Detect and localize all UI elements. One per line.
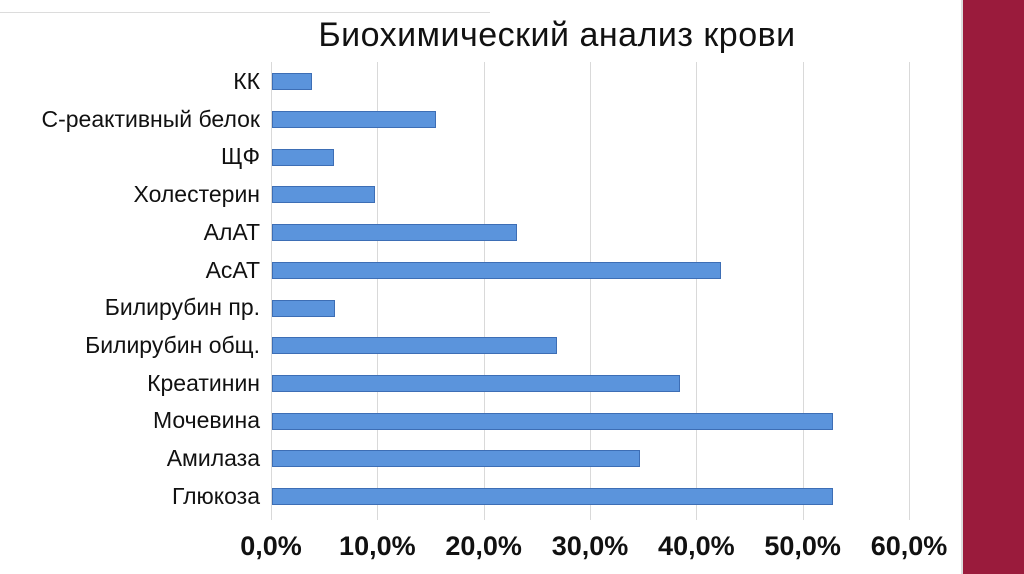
chart-title: Биохимический анализ крови <box>318 16 796 54</box>
category-label: АлАТ <box>203 218 260 245</box>
bar <box>272 148 334 166</box>
x-tick-label: 20,0% <box>445 531 522 561</box>
bar <box>272 488 834 506</box>
accent-stripe-separator <box>961 0 963 574</box>
x-tick-label: 60,0% <box>870 531 948 561</box>
category-label: Холестерин <box>133 181 261 208</box>
category-label: С-реактивный белок <box>41 105 260 132</box>
category-label: Билирубин общ. <box>85 331 260 358</box>
bar <box>272 73 313 91</box>
x-tick-label: 50,0% <box>764 531 841 561</box>
bar <box>272 337 557 355</box>
gridline-30 <box>590 62 591 520</box>
bar-chart: КК С-реактивный белок ЩФ Холестерин АлАТ АсАТ… <box>41 62 947 561</box>
bar <box>272 374 681 392</box>
x-tick-label: 40,0% <box>658 531 735 561</box>
category-label: Билирубин пр. <box>104 294 260 321</box>
gridline-0 <box>271 62 272 520</box>
bar <box>272 224 517 242</box>
category-label: ЩФ <box>220 143 260 170</box>
category-label: АсАТ <box>205 256 260 283</box>
bar <box>272 111 436 129</box>
category-label: Глюкоза <box>171 482 260 509</box>
gridline-50 <box>802 62 804 520</box>
bar <box>272 412 834 430</box>
category-label: Амилаза <box>166 445 260 471</box>
category-label: КК <box>233 68 260 94</box>
bar <box>272 261 721 279</box>
gridline-60 <box>909 62 910 520</box>
bar <box>272 299 335 317</box>
category-label: Креатинин <box>147 369 260 396</box>
gridline-20 <box>483 62 485 520</box>
chart-frame-top-border <box>0 12 490 13</box>
bar <box>272 450 640 468</box>
gridline-40 <box>696 62 698 520</box>
accent-stripe <box>963 0 1024 574</box>
gridline-10 <box>377 62 379 520</box>
x-tick-label: 10,0% <box>339 531 416 561</box>
x-tick-label: 30,0% <box>551 531 629 561</box>
bar <box>272 186 376 204</box>
category-label: Мочевина <box>152 407 260 434</box>
x-tick-label: 0,0% <box>240 531 302 561</box>
